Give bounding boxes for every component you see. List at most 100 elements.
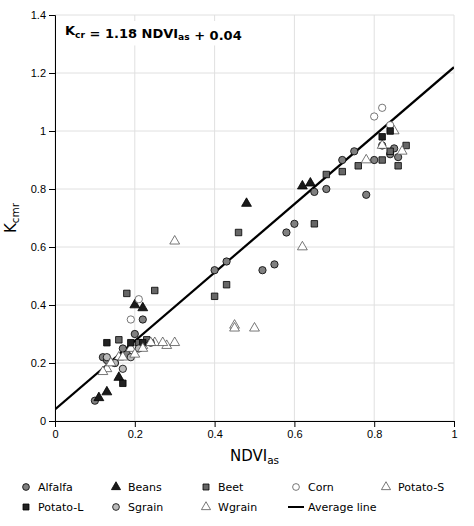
- point: [379, 157, 385, 163]
- point: [124, 290, 130, 296]
- line: [55, 67, 454, 409]
- tick-mark: [135, 421, 136, 427]
- point: [283, 229, 290, 236]
- point: [311, 221, 317, 227]
- legend-swatch: [113, 504, 120, 511]
- marks: [55, 67, 454, 409]
- legend-label: Beans: [128, 481, 162, 494]
- point: [323, 185, 330, 192]
- point: [339, 168, 345, 174]
- point: [223, 258, 230, 265]
- point: [106, 357, 116, 366]
- plot: 00.20.40.60.8100.20.40.60.811.21.4Kcr = …: [31, 9, 458, 440]
- legend-label: Potato-L: [38, 501, 84, 514]
- tick-label: 0.2: [128, 428, 143, 440]
- y-axis: 00.20.40.60.811.21.4: [31, 9, 56, 427]
- point: [118, 352, 128, 361]
- point: [377, 140, 387, 149]
- tick-mark: [49, 421, 55, 422]
- point: [355, 163, 361, 169]
- point: [323, 171, 329, 177]
- tick: 1: [451, 421, 457, 440]
- point: [403, 142, 409, 148]
- point: [152, 287, 158, 293]
- point: [242, 198, 252, 207]
- legend-swatch: [288, 506, 304, 508]
- point: [395, 163, 401, 169]
- tick-label: 0.8: [367, 428, 382, 440]
- tick-mark: [49, 305, 55, 306]
- legend: AlfalfaBeansBeetCornPotato-SPotato-LSgra…: [23, 481, 445, 514]
- grid: [55, 15, 454, 421]
- legend-swatch: [381, 482, 390, 490]
- legend-label: Beet: [218, 481, 244, 494]
- legend-label: Wgrain: [218, 501, 257, 514]
- point: [250, 323, 260, 332]
- tick: 0.2: [31, 357, 55, 369]
- point: [351, 148, 358, 155]
- point: [102, 386, 112, 395]
- legend-swatch: [293, 484, 300, 491]
- annotation-group: Kcr = 1.18 NDVIas + 0.04: [62, 21, 245, 45]
- tick-label: 1.2: [31, 67, 46, 79]
- point: [116, 337, 122, 343]
- legend-item: Alfalfa: [23, 481, 73, 494]
- point: [297, 241, 307, 250]
- point: [363, 191, 370, 198]
- legend-swatch: [201, 502, 210, 510]
- tick-mark: [49, 247, 55, 248]
- tick: 0.4: [207, 421, 222, 440]
- legend-item: Wgrain: [201, 501, 257, 514]
- legend-swatch: [23, 484, 30, 491]
- grid-line-x: [454, 15, 455, 421]
- tick-mark: [49, 15, 55, 16]
- tick-label: 0.8: [31, 183, 46, 195]
- legend-item: Sgrain: [113, 501, 164, 514]
- tick: 0.8: [367, 421, 382, 440]
- grid-line-x: [374, 15, 375, 421]
- point: [339, 156, 346, 163]
- point: [371, 113, 378, 120]
- tick-mark: [374, 421, 375, 427]
- tick: 0.8: [31, 183, 55, 195]
- text-subscript: as: [267, 454, 279, 466]
- legend-item: Potato-L: [23, 501, 84, 514]
- point: [259, 267, 266, 274]
- point: [128, 339, 134, 345]
- point: [131, 330, 138, 337]
- legend-item: Potato-S: [381, 481, 444, 494]
- text-part: NDVI: [230, 447, 267, 465]
- point: [379, 104, 386, 111]
- text-part: +: [190, 28, 205, 43]
- tick-label: 1: [40, 125, 46, 137]
- x-axis: 00.20.40.60.81: [52, 421, 457, 440]
- text-subscript: cmr: [9, 202, 21, 223]
- grid-line-y: [55, 305, 454, 306]
- point: [271, 261, 278, 268]
- tick-mark: [49, 131, 55, 132]
- annotation-background: [62, 21, 245, 45]
- tick: 0.4: [31, 299, 55, 311]
- point: [170, 236, 180, 245]
- point: [223, 281, 229, 287]
- tick: 0.6: [287, 421, 302, 440]
- tick-mark: [454, 421, 455, 427]
- point: [138, 302, 148, 311]
- point: [291, 220, 298, 227]
- tick-mark: [49, 363, 55, 364]
- axis-domain: [49, 16, 56, 422]
- tick: 1.2: [31, 67, 55, 79]
- point: [98, 366, 108, 375]
- point: [387, 148, 393, 154]
- point: [120, 380, 126, 386]
- point: [211, 293, 217, 299]
- tick-label: 1: [451, 428, 457, 440]
- text-part: =: [85, 26, 100, 41]
- x-axis-label: NDVIas: [230, 447, 279, 466]
- legend-swatch: [111, 482, 120, 490]
- legend-item: Beans: [111, 481, 162, 494]
- legend-item: Average line: [288, 501, 377, 514]
- point: [305, 178, 315, 187]
- tick-label: 0.4: [31, 299, 46, 311]
- grid-line-x: [214, 15, 215, 421]
